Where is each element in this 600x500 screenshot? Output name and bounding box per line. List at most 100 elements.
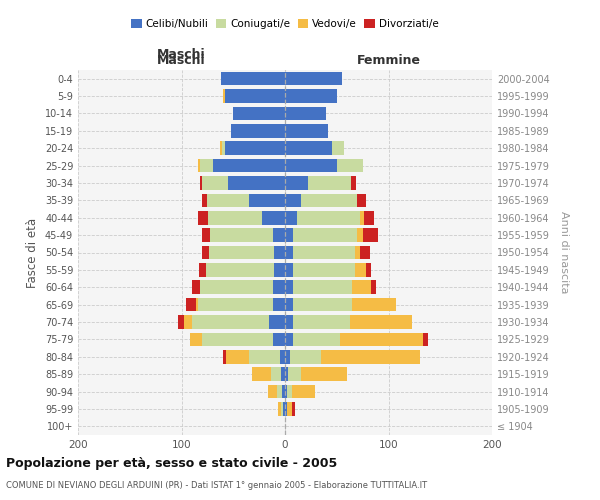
Bar bbox=[358, 228, 362, 242]
Bar bbox=[223, 90, 225, 103]
Bar bbox=[272, 280, 285, 294]
Bar bbox=[225, 90, 285, 103]
Bar bbox=[231, 124, 285, 138]
Bar bbox=[199, 263, 206, 276]
Bar bbox=[321, 350, 419, 364]
Bar bbox=[226, 350, 249, 364]
Bar bbox=[337, 159, 362, 172]
Text: Maschi: Maschi bbox=[157, 48, 206, 61]
Bar bbox=[206, 263, 274, 276]
Bar bbox=[359, 246, 370, 260]
Bar bbox=[298, 211, 359, 224]
Bar bbox=[293, 263, 355, 276]
Bar bbox=[208, 194, 249, 207]
Legend: Celibi/Nubili, Coniugati/e, Vedovi/e, Divorziati/e: Celibi/Nubili, Coniugati/e, Vedovi/e, Di… bbox=[129, 17, 441, 31]
Bar bbox=[351, 176, 356, 190]
Bar bbox=[285, 228, 293, 242]
Bar bbox=[198, 211, 208, 224]
Bar bbox=[285, 106, 326, 120]
Bar bbox=[285, 402, 287, 415]
Bar bbox=[223, 350, 226, 364]
Bar bbox=[366, 263, 371, 276]
Bar bbox=[364, 211, 374, 224]
Bar bbox=[340, 332, 422, 346]
Bar bbox=[221, 72, 285, 86]
Bar bbox=[208, 211, 262, 224]
Bar bbox=[222, 142, 225, 155]
Bar bbox=[202, 332, 272, 346]
Bar bbox=[200, 176, 202, 190]
Bar bbox=[288, 368, 301, 381]
Bar bbox=[301, 194, 358, 207]
Bar bbox=[285, 385, 287, 398]
Bar bbox=[212, 159, 285, 172]
Bar bbox=[285, 142, 332, 155]
Bar bbox=[362, 228, 378, 242]
Bar bbox=[285, 159, 337, 172]
Bar bbox=[280, 350, 285, 364]
Bar bbox=[272, 332, 285, 346]
Bar bbox=[225, 142, 285, 155]
Bar bbox=[371, 280, 376, 294]
Bar bbox=[277, 385, 282, 398]
Text: Popolazione per età, sesso e stato civile - 2005: Popolazione per età, sesso e stato civil… bbox=[6, 458, 337, 470]
Bar bbox=[269, 315, 285, 329]
Bar bbox=[233, 106, 285, 120]
Bar bbox=[200, 280, 272, 294]
Bar bbox=[285, 246, 293, 260]
Bar bbox=[359, 211, 364, 224]
Bar bbox=[287, 402, 292, 415]
Bar bbox=[185, 298, 196, 312]
Bar bbox=[249, 350, 280, 364]
Bar bbox=[281, 402, 283, 415]
Bar bbox=[293, 315, 350, 329]
Bar bbox=[282, 385, 285, 398]
Bar bbox=[190, 332, 202, 346]
Text: Maschi: Maschi bbox=[157, 54, 206, 68]
Bar bbox=[285, 72, 342, 86]
Bar bbox=[198, 298, 272, 312]
Bar bbox=[262, 211, 285, 224]
Bar bbox=[293, 298, 352, 312]
Bar bbox=[352, 298, 396, 312]
Bar bbox=[285, 350, 290, 364]
Bar bbox=[308, 176, 351, 190]
Bar bbox=[350, 315, 412, 329]
Bar bbox=[285, 280, 293, 294]
Bar bbox=[200, 159, 212, 172]
Bar bbox=[285, 263, 293, 276]
Bar bbox=[292, 385, 315, 398]
Bar bbox=[332, 142, 344, 155]
Bar bbox=[274, 246, 285, 260]
Bar bbox=[178, 315, 184, 329]
Bar bbox=[352, 280, 371, 294]
Text: Femmine: Femmine bbox=[356, 54, 421, 68]
Bar bbox=[293, 280, 352, 294]
Bar bbox=[202, 194, 208, 207]
Bar bbox=[293, 228, 358, 242]
Bar bbox=[272, 298, 285, 312]
Bar bbox=[358, 194, 366, 207]
Bar bbox=[202, 228, 211, 242]
Bar bbox=[422, 332, 428, 346]
Text: COMUNE DI NEVIANO DEGLI ARDUINI (PR) - Dati ISTAT 1° gennaio 2005 - Elaborazione: COMUNE DI NEVIANO DEGLI ARDUINI (PR) - D… bbox=[6, 481, 427, 490]
Bar bbox=[292, 402, 295, 415]
Bar bbox=[202, 246, 209, 260]
Bar bbox=[355, 263, 366, 276]
Bar bbox=[281, 368, 285, 381]
Bar bbox=[285, 298, 293, 312]
Bar bbox=[268, 385, 277, 398]
Bar bbox=[220, 142, 222, 155]
Bar bbox=[285, 368, 288, 381]
Bar bbox=[285, 176, 308, 190]
Bar bbox=[228, 176, 285, 190]
Y-axis label: Anni di nascita: Anni di nascita bbox=[559, 211, 569, 294]
Bar bbox=[211, 228, 272, 242]
Bar bbox=[287, 385, 292, 398]
Bar bbox=[278, 402, 281, 415]
Bar bbox=[198, 159, 200, 172]
Bar bbox=[249, 194, 285, 207]
Bar bbox=[196, 298, 198, 312]
Bar bbox=[355, 246, 359, 260]
Bar bbox=[285, 315, 293, 329]
